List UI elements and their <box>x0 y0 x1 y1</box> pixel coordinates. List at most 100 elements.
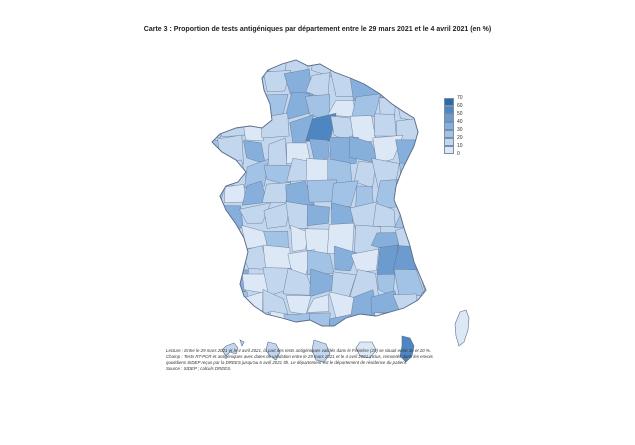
department <box>212 92 221 119</box>
overseas-territories <box>221 335 415 363</box>
department <box>220 92 247 120</box>
department <box>397 69 425 100</box>
department <box>396 91 421 122</box>
department <box>212 224 220 255</box>
mainland-france <box>211 59 470 347</box>
department <box>372 134 404 164</box>
department <box>419 202 426 230</box>
department <box>334 245 357 272</box>
corsica <box>454 309 470 347</box>
department <box>306 294 330 313</box>
map-title: Carte 3 : Proportion de tests antigéniqu… <box>143 26 492 33</box>
legend-entry: 20 <box>444 135 484 146</box>
department <box>263 201 291 229</box>
department <box>212 313 225 326</box>
department <box>239 92 271 119</box>
department <box>415 247 426 270</box>
department <box>399 162 423 187</box>
department <box>373 60 403 78</box>
legend-swatch <box>444 146 454 154</box>
department <box>212 268 226 296</box>
department <box>212 69 226 99</box>
department <box>217 77 242 92</box>
department <box>420 272 426 297</box>
territory-mayotte <box>399 335 415 363</box>
department <box>212 179 227 210</box>
legend-entry: 70 <box>444 95 484 106</box>
department <box>239 202 272 224</box>
department <box>283 91 310 121</box>
department <box>417 156 426 190</box>
department <box>283 313 311 326</box>
legend-entry: 50 <box>444 111 484 122</box>
territory-guyane <box>311 339 331 363</box>
map-notes: Lecture : Entre le 29 mars 2021 et le 4 … <box>166 348 476 372</box>
territory-la-reunion <box>355 341 377 359</box>
department <box>419 69 426 98</box>
legend-swatch <box>444 106 454 114</box>
territory-martinique <box>265 341 281 361</box>
note-champ: Champ : Tests RT-PCR et antigéniques ave… <box>166 354 433 359</box>
legend-swatch <box>444 122 454 130</box>
department <box>262 60 289 74</box>
department <box>212 289 225 318</box>
legend-label: 20 <box>457 135 463 141</box>
department <box>283 68 313 96</box>
legend-entry: 10 <box>444 143 484 154</box>
department <box>393 268 426 297</box>
department <box>417 141 426 163</box>
department <box>308 312 331 326</box>
department <box>285 201 313 229</box>
department <box>331 60 357 76</box>
department <box>217 134 244 165</box>
legend-swatch <box>444 138 454 146</box>
department-cells <box>212 60 426 326</box>
legend-entry: 40 <box>444 119 484 130</box>
department <box>416 186 426 210</box>
department <box>351 60 380 77</box>
note-champ-cont: quotidiens SIDEP reçus par la DREES jusq… <box>166 360 408 365</box>
department <box>263 70 292 93</box>
legend-swatch <box>444 114 454 122</box>
department <box>352 314 377 326</box>
department <box>243 73 263 95</box>
legend-swatch <box>444 130 454 138</box>
legend-entry: 0 <box>444 151 484 162</box>
legend-label: 40 <box>457 119 463 125</box>
department <box>354 160 377 189</box>
department <box>309 138 330 164</box>
department <box>212 206 227 228</box>
department <box>414 60 426 80</box>
department <box>374 312 400 326</box>
legend-label: 70 <box>457 95 463 101</box>
legend-entry: 30 <box>444 127 484 138</box>
legend-label: 60 <box>457 103 463 109</box>
department <box>330 180 359 210</box>
department <box>224 184 246 203</box>
department <box>423 230 426 255</box>
department <box>212 246 223 273</box>
department <box>416 313 426 326</box>
legend-swatch <box>444 98 454 106</box>
department <box>374 113 397 137</box>
legend-label: 30 <box>457 127 463 133</box>
legend-label: 0 <box>457 151 460 157</box>
department <box>329 314 354 326</box>
department <box>395 180 422 209</box>
department <box>212 164 227 183</box>
department <box>393 314 425 326</box>
department <box>219 60 248 76</box>
department <box>350 248 379 273</box>
department <box>242 311 270 326</box>
legend-label: 10 <box>457 143 463 149</box>
department <box>282 268 315 296</box>
note-lecture: Lecture : Entre le 29 mars 2021 et le 4 … <box>166 348 432 353</box>
territory-guadeloupe <box>221 339 245 357</box>
legend-entry: 60 <box>444 103 484 114</box>
note-source: Source : SIDEP ; calculs DREES. <box>166 366 232 371</box>
department <box>216 314 244 326</box>
department <box>392 60 420 77</box>
france-border <box>211 59 427 327</box>
department <box>417 118 426 140</box>
